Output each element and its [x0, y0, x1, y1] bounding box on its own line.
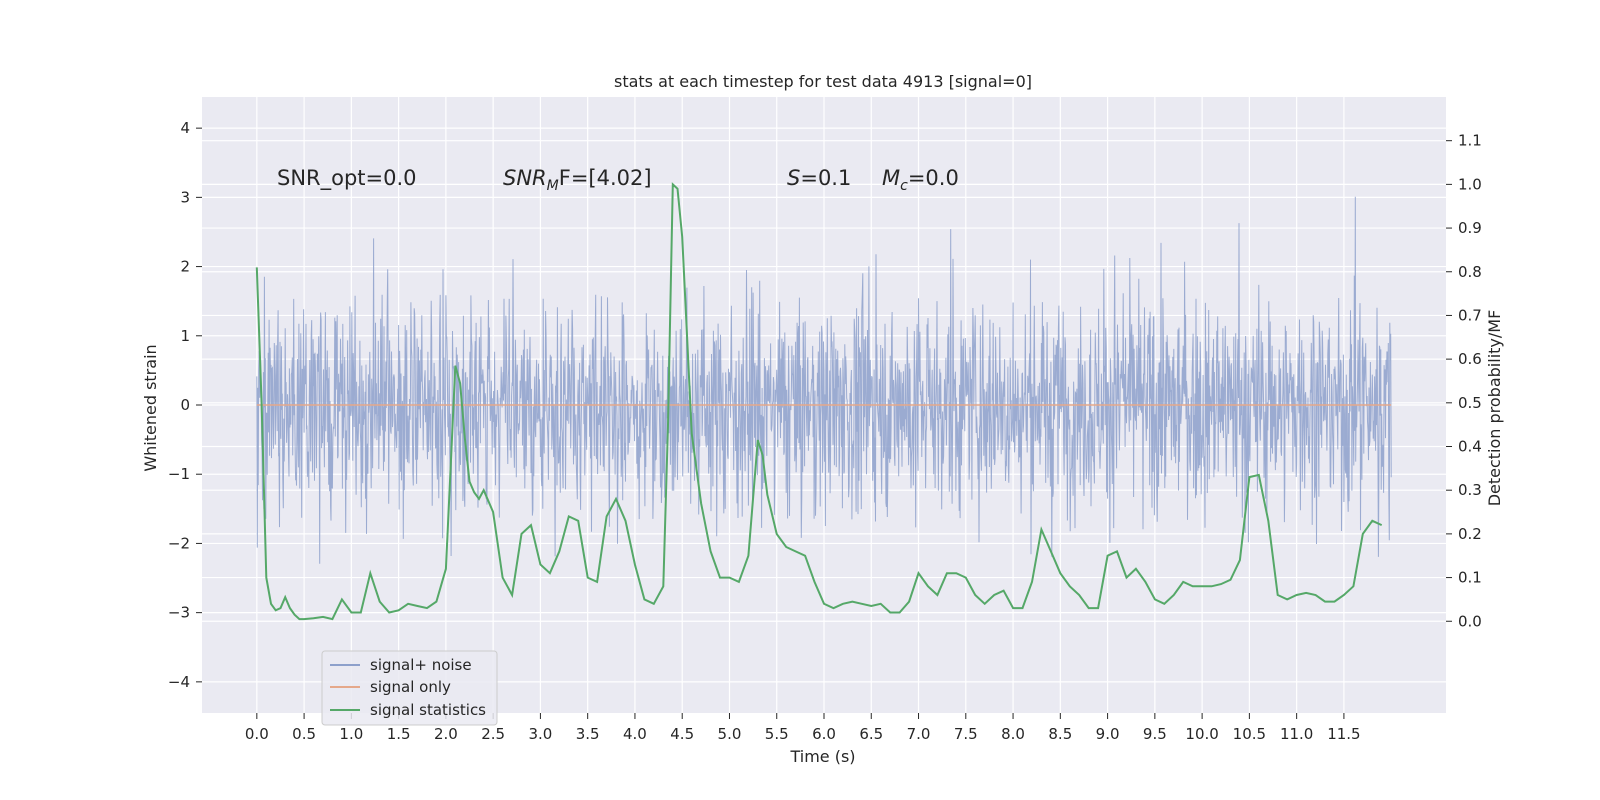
x-tick-label: 6.0	[812, 725, 836, 743]
x-tick-label: 5.0	[718, 725, 742, 743]
legend-label-signal-only: signal only	[370, 678, 451, 696]
y2-axis-label: Detection probability/MF	[1485, 310, 1504, 507]
x-tick-label: 3.5	[576, 725, 600, 743]
x-tick-label: 7.5	[954, 725, 978, 743]
legend: signal+ noise signal only signal statist…	[321, 650, 498, 726]
x-tick-label: 1.5	[387, 725, 411, 743]
y-tick-label: 3	[180, 188, 190, 206]
x-tick-label: 11.0	[1280, 725, 1313, 743]
x-tick-label: 0.5	[292, 725, 316, 743]
annotation-mc-symbol: M	[882, 166, 900, 190]
x-tick-label: 7.0	[907, 725, 931, 743]
annotation-s-value: =0.1	[800, 166, 851, 190]
y2-tick-label: 0.5	[1458, 394, 1482, 412]
annotation-mc-subscript: c	[900, 178, 908, 194]
y-axis-label: Whitened strain	[141, 344, 160, 471]
annotation-s-symbol: S	[787, 166, 800, 190]
x-tick-label: 6.5	[859, 725, 883, 743]
x-tick-label: 4.0	[623, 725, 647, 743]
x-tick-label: 3.0	[528, 725, 552, 743]
x-tick-label: 10.5	[1233, 725, 1266, 743]
y2-tick-label: 0.7	[1458, 306, 1482, 324]
y2-tick-label: 1.1	[1458, 132, 1482, 150]
x-axis: 0.0 0.5 1.0 1.5 2.0 2.5 3.0 3.5 4.0 4.5 5.0 5.5 6.0 6…	[245, 713, 1361, 743]
y2-tick-label: 0.8	[1458, 263, 1482, 281]
y2-tick-label: 0.4	[1458, 438, 1482, 456]
x-tick-label: 2.5	[481, 725, 505, 743]
y2-tick-label: 0.3	[1458, 481, 1482, 499]
y-tick-label: 1	[180, 327, 190, 345]
y2-tick-label: 0.6	[1458, 350, 1482, 368]
annotation-snr-mf-subscript: M	[547, 178, 559, 194]
y-axis-right: 1.1 1.0 0.9 0.8 0.7 0.6 0.5 0.4 0.3 0.2 0.1 0.0	[1446, 132, 1482, 630]
y-tick-label: 0	[180, 396, 190, 414]
legend-label-signal-statistics: signal statistics	[370, 701, 486, 719]
y2-tick-label: 0.1	[1458, 569, 1482, 587]
y-tick-label: −3	[168, 604, 190, 622]
x-tick-label: 8.5	[1048, 725, 1072, 743]
x-tick-label: 11.5	[1327, 725, 1360, 743]
y-tick-label: 4	[180, 119, 190, 137]
annotation-mc: Mc=0.0	[882, 166, 959, 194]
x-tick-label: 8.0	[1001, 725, 1025, 743]
annotation-snr-opt: SNR_opt=0.0	[277, 166, 417, 191]
y-tick-label: −2	[168, 534, 190, 552]
y2-tick-label: 1.0	[1458, 175, 1482, 193]
legend-box	[321, 650, 498, 726]
x-tick-label: 1.0	[339, 725, 363, 743]
x-tick-label: 10.0	[1185, 725, 1218, 743]
series-signal-noise	[256, 196, 1392, 564]
annotation-snr-mf-value: F=[4.02]	[559, 166, 652, 190]
x-tick-label: 9.5	[1143, 725, 1167, 743]
annotation-mc-value: =0.0	[908, 166, 959, 190]
annotation-s: S=0.1	[787, 166, 851, 190]
x-tick-label: 5.5	[765, 725, 789, 743]
annotation-snr-mf-symbol: SNR	[503, 166, 547, 190]
series-signal-statistics	[255, 182, 1383, 621]
chart-title: stats at each timestep for test data 491…	[614, 72, 1032, 91]
x-tick-label: 9.0	[1096, 725, 1120, 743]
x-tick-label: 4.5	[670, 725, 694, 743]
legend-label-signal-noise: signal+ noise	[370, 656, 472, 674]
y2-tick-label: 0.0	[1458, 612, 1482, 630]
y-tick-label: −1	[168, 465, 190, 483]
y-tick-label: 2	[180, 258, 190, 276]
noise-trace	[256, 196, 1392, 564]
x-axis-label: Time (s)	[789, 747, 855, 766]
y2-tick-label: 0.2	[1458, 525, 1482, 543]
y-tick-label: −4	[168, 673, 190, 691]
x-tick-label: 2.0	[434, 725, 458, 743]
annotation-snr-mf: SNRMF=[4.02]	[503, 166, 652, 194]
x-tick-label: 0.0	[245, 725, 269, 743]
y-axis-left: 4 3 2 1 0 −1 −2 −3 −4	[168, 119, 202, 691]
y2-tick-label: 0.9	[1458, 219, 1482, 237]
